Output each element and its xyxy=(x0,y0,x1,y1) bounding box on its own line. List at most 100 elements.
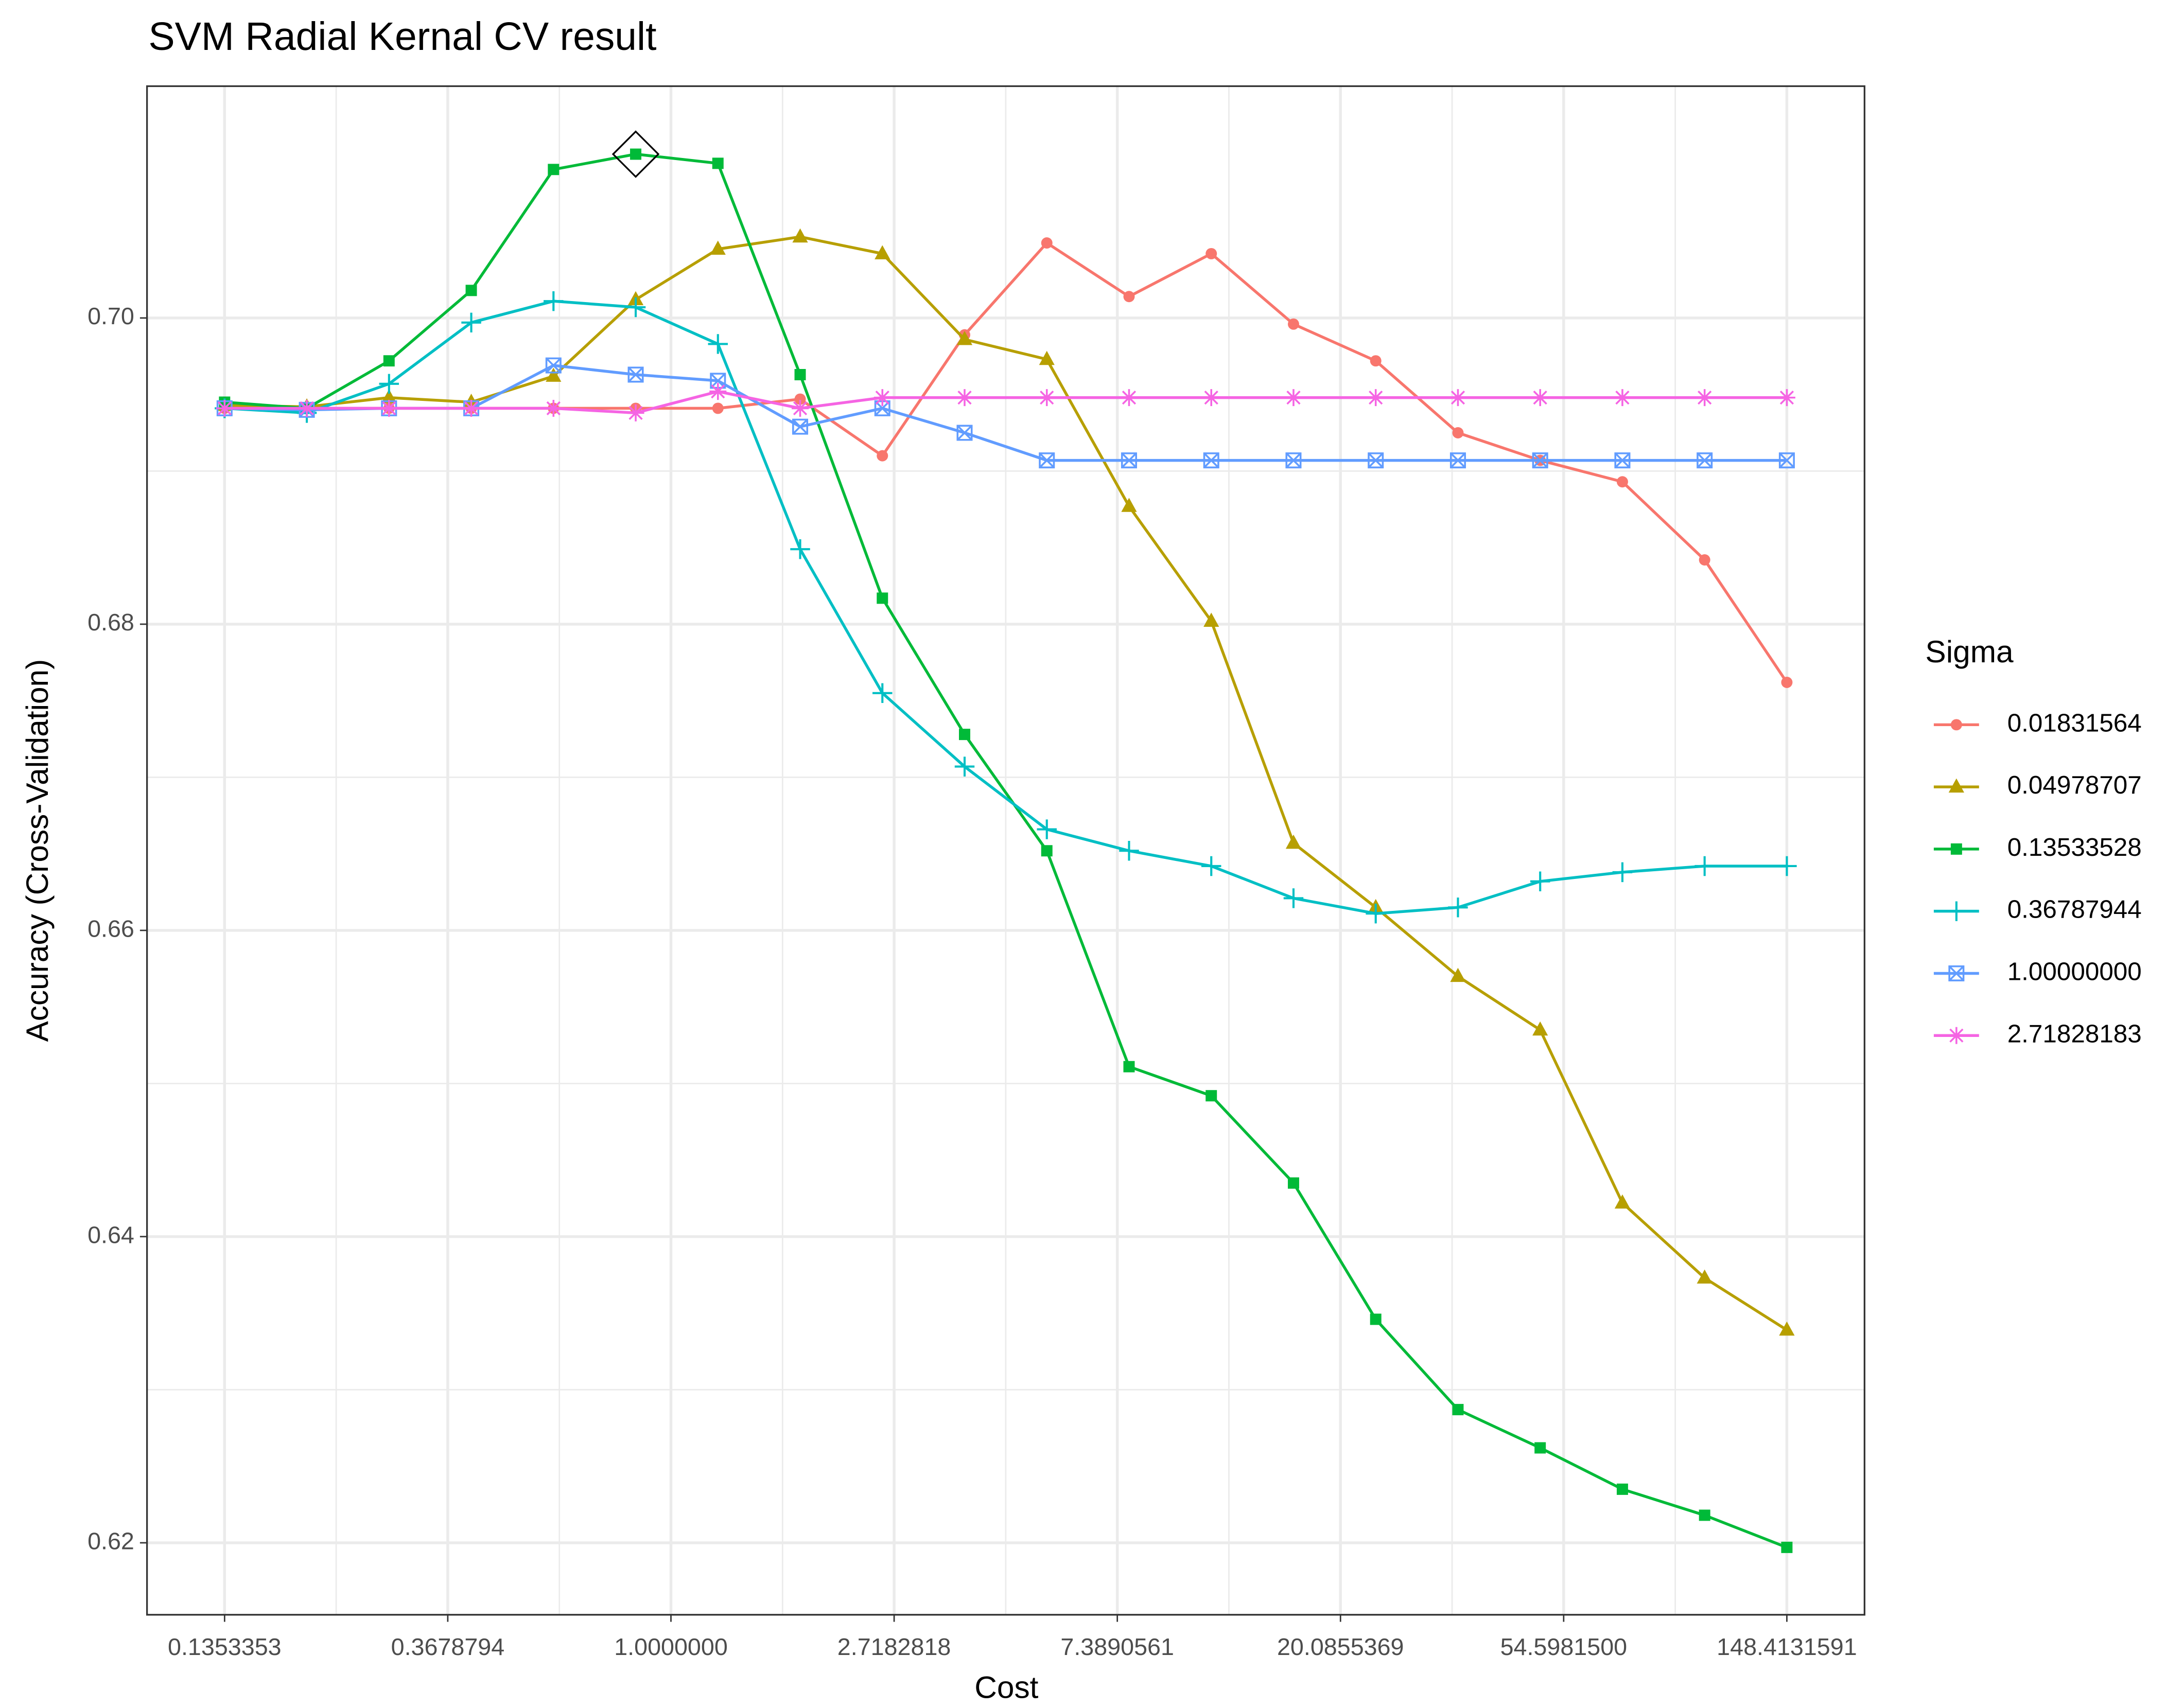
marker xyxy=(1781,676,1793,688)
marker xyxy=(712,157,724,169)
marker xyxy=(1123,1061,1135,1072)
marker xyxy=(708,334,728,354)
marker xyxy=(1121,389,1138,407)
marker xyxy=(1285,834,1302,849)
marker xyxy=(875,245,890,259)
marker xyxy=(1287,318,1299,330)
marker xyxy=(1614,389,1631,407)
marker xyxy=(1532,1021,1548,1036)
marker xyxy=(1614,452,1631,469)
legend-marker xyxy=(1946,901,1967,921)
marker xyxy=(1450,967,1466,982)
series-line xyxy=(224,364,1787,462)
marker xyxy=(1039,350,1055,365)
x-tick-label: 0.3678794 xyxy=(391,1633,505,1660)
marker xyxy=(298,399,316,417)
plot-border xyxy=(146,85,1865,1616)
chart-title: SVM Radial Kernal CV result xyxy=(148,14,656,59)
legend-label: 0.13533528 xyxy=(2007,833,2142,861)
y-tick-label: 0.68 xyxy=(88,609,134,636)
marker xyxy=(794,393,806,405)
marker xyxy=(1530,871,1550,891)
y-tick-label: 0.62 xyxy=(88,1527,134,1554)
marker xyxy=(1697,452,1713,469)
marker xyxy=(463,399,480,417)
marker xyxy=(461,312,481,333)
marker xyxy=(1699,1509,1710,1521)
marker xyxy=(630,148,642,160)
marker xyxy=(545,357,562,374)
x-tick-label: 0.1353353 xyxy=(168,1633,282,1660)
legend-marker xyxy=(1950,719,1962,731)
marker xyxy=(1532,452,1548,469)
marker xyxy=(1367,389,1385,407)
marker xyxy=(1616,476,1628,488)
marker xyxy=(544,291,564,311)
marker xyxy=(792,418,809,435)
marker xyxy=(956,389,973,407)
marker xyxy=(1039,452,1055,469)
marker xyxy=(1366,903,1386,924)
marker xyxy=(1123,291,1135,303)
marker xyxy=(872,683,893,703)
marker xyxy=(216,399,233,417)
legend-label: 0.04978707 xyxy=(2007,771,2142,799)
marker xyxy=(1202,389,1220,407)
marker xyxy=(1038,389,1056,407)
series-line xyxy=(224,300,1787,915)
marker xyxy=(1614,1194,1631,1209)
legend-marker xyxy=(1948,778,1964,793)
legend-marker xyxy=(1950,843,1962,855)
marker xyxy=(710,240,726,255)
marker xyxy=(1531,389,1549,407)
marker xyxy=(1041,237,1053,249)
marker xyxy=(1121,498,1137,512)
series-line xyxy=(224,152,1788,1549)
marker xyxy=(627,404,644,421)
marker xyxy=(1287,1177,1299,1189)
marker xyxy=(1285,389,1302,407)
best-point-marker xyxy=(611,130,660,178)
marker xyxy=(956,425,973,441)
marker xyxy=(465,285,477,296)
marker xyxy=(1616,1483,1628,1495)
legend-marker xyxy=(1948,965,1965,981)
marker xyxy=(1699,554,1710,566)
marker xyxy=(1203,452,1219,469)
marker xyxy=(790,539,810,559)
y-tick-label: 0.70 xyxy=(88,303,134,329)
marker xyxy=(1696,389,1714,407)
legend-label: 0.36787944 xyxy=(2007,895,2142,924)
marker xyxy=(1448,897,1468,918)
marker xyxy=(1449,452,1466,469)
marker xyxy=(1779,1321,1795,1336)
x-tick-label: 54.5981500 xyxy=(1500,1633,1628,1660)
y-axis-label: Accuracy (Cross-Validation) xyxy=(20,659,55,1042)
marker xyxy=(873,389,891,407)
series-line xyxy=(224,235,1788,1331)
x-tick-label: 2.7182818 xyxy=(837,1633,951,1660)
marker xyxy=(956,331,973,345)
legend-title: Sigma xyxy=(1925,634,2014,669)
marker xyxy=(1452,1404,1464,1416)
marker xyxy=(1119,841,1139,861)
marker xyxy=(1781,1541,1793,1553)
marker xyxy=(1777,856,1797,876)
marker xyxy=(625,297,646,318)
marker xyxy=(1778,452,1795,469)
marker xyxy=(381,389,397,403)
marker xyxy=(1452,427,1464,439)
x-axis-label: Cost xyxy=(974,1669,1038,1704)
marker xyxy=(1121,452,1137,469)
marker xyxy=(379,374,399,394)
x-tick-label: 7.3890561 xyxy=(1060,1633,1174,1660)
x-tick-label: 20.0855369 xyxy=(1277,1633,1404,1660)
marker xyxy=(1370,355,1382,367)
marker xyxy=(546,367,562,382)
marker xyxy=(874,400,890,416)
marker xyxy=(548,164,560,175)
marker xyxy=(1203,612,1219,627)
legend-label: 0.01831564 xyxy=(2007,709,2142,737)
x-tick-label: 1.0000000 xyxy=(614,1633,728,1660)
